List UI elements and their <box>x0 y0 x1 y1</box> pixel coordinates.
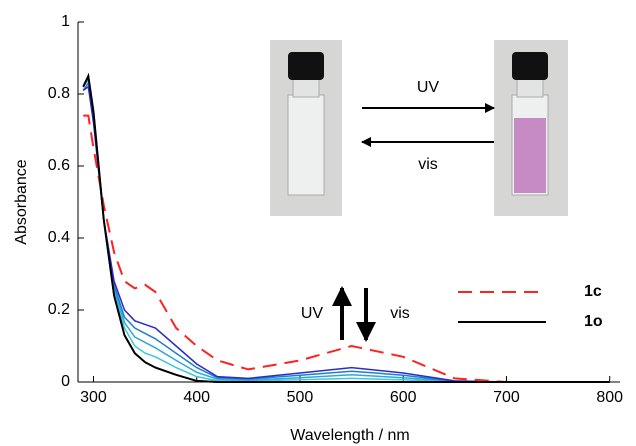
y-axis-label: Absorbance <box>13 159 30 244</box>
annotation: UV <box>301 305 324 322</box>
y-tick-label: 0.2 <box>48 301 70 318</box>
x-tick-label: 600 <box>390 389 417 406</box>
y-tick-label: 1 <box>61 13 70 30</box>
x-tick-label: 700 <box>493 389 520 406</box>
legend-label: 1c <box>584 283 602 300</box>
photo-colorless <box>270 40 342 216</box>
x-tick-label: 800 <box>596 389 623 406</box>
series-line <box>82 72 610 383</box>
series-line <box>83 114 610 383</box>
x-tick-label: 300 <box>80 389 107 406</box>
y-tick-label: 0.6 <box>48 157 70 174</box>
legend-label: 1o <box>584 313 603 330</box>
annotation: UV <box>417 79 440 96</box>
x-tick-label: 500 <box>287 389 314 406</box>
x-tick-label: 400 <box>183 389 210 406</box>
y-tick-label: 0.8 <box>48 85 70 102</box>
annotation: vis <box>418 156 438 173</box>
y-tick-label: 0.4 <box>48 229 70 246</box>
photo-purple <box>494 40 568 216</box>
x-axis-label: Wavelength / nm <box>290 427 409 444</box>
annotation: vis <box>390 305 410 322</box>
y-tick-label: 0 <box>61 373 70 390</box>
